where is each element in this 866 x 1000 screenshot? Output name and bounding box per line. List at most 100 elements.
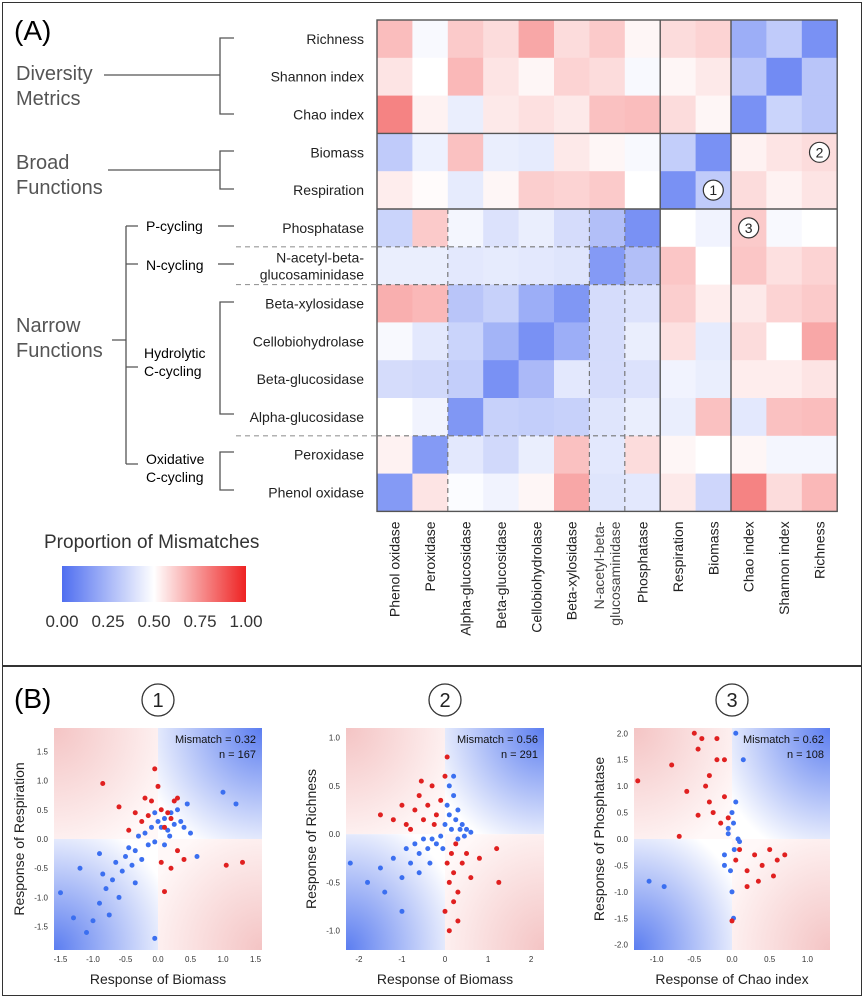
group-diversity-line2: Metrics <box>16 88 80 110</box>
scatter-point-red <box>403 822 409 828</box>
scatter-point-red <box>412 807 418 813</box>
heatmap-cell <box>589 360 626 399</box>
heatmap-cell <box>801 209 838 248</box>
heatmap-cell <box>518 171 555 210</box>
heatmap-cell <box>660 398 696 437</box>
heatmap-cell <box>377 284 413 323</box>
scatter-point-red <box>737 847 743 853</box>
heatmap-cell <box>766 133 803 172</box>
scatter-point-red <box>714 736 720 742</box>
y-tick-label: -1.0 <box>34 893 48 902</box>
scatter-point-red <box>162 889 167 895</box>
panel-b-label: (B) <box>14 683 51 714</box>
heatmap-cell <box>518 473 555 512</box>
scatter-point-blue <box>433 841 439 847</box>
scatter-point-red <box>759 862 765 868</box>
heatmap-cell <box>801 435 838 474</box>
heatmap-cell <box>589 209 626 248</box>
row-label: Chao index <box>293 107 364 123</box>
heatmap-cell <box>554 360 590 399</box>
scatter-point-blue <box>100 871 106 877</box>
scatter-panel-2: 2 -2 -1 0 1 2 1.0 0.5 0.0 -0.5 -1.0 Mismatch = 0.56… <box>303 683 544 987</box>
heatmap-cell <box>412 95 449 134</box>
scatter-point-blue <box>733 799 739 805</box>
scatter-point-blue <box>399 908 405 914</box>
scatter-point-blue <box>412 841 418 847</box>
row-label: Shannon index <box>271 69 364 85</box>
scatter-point-red <box>721 794 727 800</box>
x-tick-label: 0.5 <box>764 955 776 964</box>
heatmap-cell <box>412 209 449 248</box>
y-axis-label: Response of Phosphatase <box>591 757 607 921</box>
mismatch-text: Mismatch = 0.62 <box>743 734 824 746</box>
heatmap-cell <box>801 398 838 437</box>
quadrant-bg <box>54 839 158 950</box>
scatter-point-red <box>152 766 158 772</box>
scatter-point-red <box>408 826 414 832</box>
heatmap-cell <box>377 360 413 399</box>
scatter-point-blue <box>427 860 433 866</box>
scatter-point-red <box>444 754 450 760</box>
scatter-point-blue <box>171 821 177 827</box>
heatmap-cell <box>377 246 413 285</box>
scatter-point-blue <box>194 854 200 860</box>
row-label: Respiration <box>293 182 364 198</box>
scatter-point-red <box>168 816 174 822</box>
y-tick-label: -1.0 <box>614 888 628 897</box>
heatmap-cell <box>554 20 590 59</box>
scatter-point-red <box>240 859 245 865</box>
scatter-point-blue <box>403 846 409 852</box>
heatmap-cell <box>518 95 555 134</box>
scatter-point-blue <box>661 884 667 890</box>
scatter-panel-3: 3 -1.0 -0.5 0.0 0.5 1.0 2.0 1.5 1.0 0.5 0.0 -0.5 -1.… <box>591 683 830 987</box>
heatmap-cell <box>766 398 803 437</box>
scatter-panel-1: 1 -1.5 -1.0 -0.5 0.0 0.5 1.0 1.5 1.5 1.0 0.5 0.0 -0.… <box>11 683 262 987</box>
heatmap-cell <box>731 322 767 361</box>
y-tick-label: -1.0 <box>326 927 340 936</box>
legend-tick: 0.00 <box>45 612 78 631</box>
x-tick-label: 1.5 <box>250 955 262 964</box>
column-label: Respiration <box>670 521 686 592</box>
scatter-point-red <box>145 813 151 819</box>
scatter-point-blue <box>448 826 454 832</box>
annotation-circle <box>702 179 724 201</box>
scatter-point-red <box>695 812 701 818</box>
scatter-point-red <box>721 757 727 763</box>
heatmap-cell <box>731 435 767 474</box>
heatmap-cell <box>695 435 732 474</box>
x-tick-label: -2 <box>355 955 363 964</box>
scatter-point-blue <box>97 900 102 906</box>
heatmap-cell <box>377 209 413 248</box>
group-diversity-line1: Diversity <box>16 63 93 85</box>
group-narrow-line1: Narrow <box>16 315 81 337</box>
heatmap-cell <box>801 284 838 323</box>
scatter-point-blue <box>399 875 405 881</box>
column-label: glucosaminidase <box>607 521 623 625</box>
heatmap-cell <box>624 360 661 399</box>
scatter-point-blue <box>152 810 158 816</box>
x-tick-label: -0.5 <box>687 955 701 964</box>
heatmap-cell <box>660 284 696 323</box>
scatter-point-blue <box>233 801 239 807</box>
panel-circle-label: 2 <box>439 690 450 712</box>
heatmap-cell <box>412 20 449 59</box>
panel-circle-label: 3 <box>726 690 737 712</box>
heatmap-cell <box>518 246 555 285</box>
scatter-point-blue <box>110 877 115 883</box>
heatmap-cell <box>801 246 838 285</box>
heatmap-cell <box>660 435 696 474</box>
heatmap-cell <box>589 57 626 96</box>
scatter-point-red <box>468 875 474 881</box>
column-label: Cellobiohydrolase <box>528 521 544 633</box>
annotation-label: 2 <box>816 144 824 160</box>
heatmap-cell <box>377 57 413 96</box>
heatmap-cell <box>660 95 696 134</box>
annotation-circle <box>808 141 831 163</box>
scatter-point-blue <box>106 912 112 918</box>
heatmap-cell <box>695 133 732 172</box>
heatmap-cell <box>624 57 661 96</box>
heatmap-cell <box>412 322 449 361</box>
heatmap-cell <box>377 473 413 512</box>
scatter-point-red <box>451 899 457 905</box>
subgroup-hydrolytic-line2: C-cycling <box>144 363 202 379</box>
